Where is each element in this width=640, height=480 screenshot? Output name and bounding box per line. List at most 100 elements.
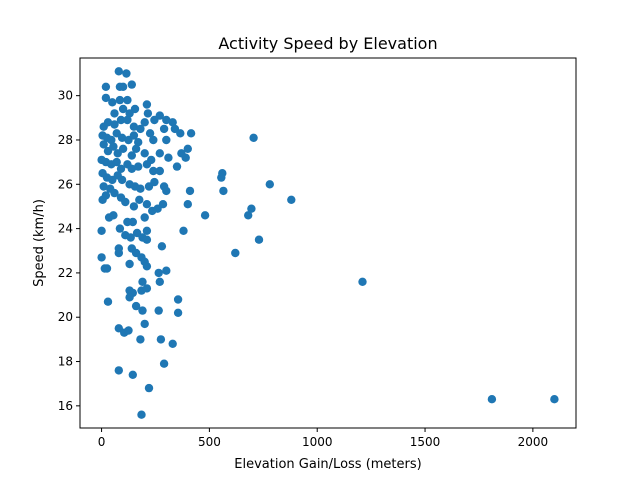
data-point [249,133,258,142]
data-point [164,153,173,162]
data-point [142,235,152,244]
plot-frame [79,57,577,429]
data-point [550,395,559,404]
data-point [144,383,154,393]
data-point [155,166,164,176]
data-point [176,129,185,138]
data-point [116,115,126,125]
data-point [156,335,166,344]
data-point [135,195,144,204]
data-point [142,226,152,235]
data-point [134,162,143,171]
data-point [162,115,171,125]
data-point [231,248,240,258]
data-point [126,233,135,242]
data-point [185,186,195,196]
data-point [131,144,141,153]
data-point [219,186,228,196]
data-point [244,211,253,220]
data-point [145,129,155,138]
data-point [157,242,167,251]
data-point [127,80,136,89]
y-tick-label: 20 [58,310,73,324]
data-point [99,140,108,149]
data-point [149,166,158,176]
data-point [150,177,159,187]
data-point [110,109,119,118]
data-point [487,395,497,404]
data-point [183,144,192,153]
data-point [136,124,145,134]
data-point [140,118,149,127]
data-point [103,118,113,127]
data-point [138,277,147,286]
data-point [125,109,134,118]
data-point [114,67,124,76]
data-point [265,180,274,189]
x-tick-label: 1000 [302,435,333,449]
data-point [121,197,130,207]
data-point [162,266,171,275]
x-tick-label: 500 [198,435,221,449]
data-point [129,131,139,140]
data-point [159,124,169,134]
data-point [131,301,141,311]
data-point [110,120,119,129]
data-point [143,109,153,118]
data-point [128,370,137,379]
data-point [101,191,111,200]
data-point [107,135,116,145]
data-point [217,173,226,182]
data-point [97,253,106,262]
data-point [168,339,177,348]
data-point [138,306,147,315]
data-point [181,153,190,162]
data-point [99,182,108,191]
data-point [168,118,177,127]
data-point [358,277,367,286]
data-point [142,160,152,169]
data-point [118,144,128,153]
data-point [129,122,139,131]
x-tick-label: 0 [98,435,106,449]
data-point [112,157,121,167]
y-tick-label: 30 [58,89,73,103]
data-point [140,213,149,222]
y-tick-label: 16 [58,399,73,413]
y-tick-label: 26 [58,177,73,191]
x-axis-label: Elevation Gain/Loss (meters) [234,457,421,472]
data-point [125,293,134,302]
data-point [115,224,125,233]
y-axis-label: Speed (km/h) [32,199,47,287]
data-point [136,184,145,193]
data-point [110,188,119,198]
x-tick-label: 1500 [410,435,441,449]
data-point [136,335,145,344]
data-point [124,326,133,335]
data-point [101,93,111,103]
data-point [115,95,125,105]
data-point [116,164,126,173]
data-point [142,284,152,293]
data-point [114,366,124,375]
data-point [140,319,149,329]
chart-title: Activity Speed by Elevation [218,34,437,53]
data-points [97,67,559,419]
data-point [129,202,139,211]
data-point [122,69,131,78]
data-point [118,82,128,92]
x-tick-label: 2000 [518,435,549,449]
data-point [154,306,163,315]
data-point [118,104,128,114]
data-point [287,195,296,204]
y-tick-label: 28 [58,133,73,147]
data-point [125,259,134,269]
data-point [108,98,117,107]
data-point [173,295,183,304]
data-point [159,359,169,368]
data-point [149,135,158,145]
data-point [123,95,132,105]
data-point [155,149,164,158]
data-point [142,100,152,109]
data-point [109,142,118,151]
